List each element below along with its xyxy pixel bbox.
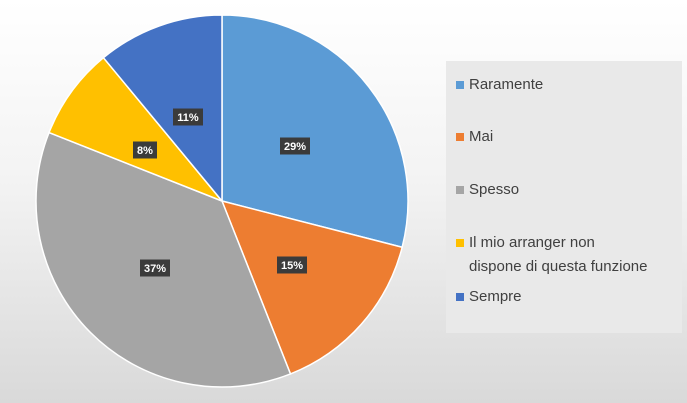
data-label-raramente: 29% (284, 141, 306, 153)
legend-label-raramente: Raramente (469, 76, 544, 93)
legend-item-sempre: Sempre (456, 285, 522, 309)
legend-label-arranger-line-2: dispone di questa funzione (469, 258, 648, 275)
legend-swatch-arranger (456, 239, 464, 247)
pie-slice-sempre (102, 14, 223, 204)
data-label-box-mai (277, 256, 307, 274)
legend-swatch-mai (456, 133, 464, 141)
legend-label-spesso: Spesso (469, 181, 520, 198)
legend-swatch-sempre (456, 293, 464, 301)
pie-slice-raramente (221, 14, 409, 249)
legend-label-mai: Mai (469, 128, 494, 145)
data-label-mai: 15% (281, 260, 303, 272)
data-label-arranger: 8% (137, 145, 153, 157)
legend-label-sempre: Sempre (469, 288, 522, 305)
legend-label-arranger: Il mio arranger non dispone di questa fu… (469, 231, 647, 279)
data-label-box-arranger (133, 141, 157, 159)
legend-swatch-spesso (456, 186, 464, 194)
data-label-spesso: 37% (144, 263, 166, 275)
legend-item-raramente: Raramente (456, 73, 543, 97)
legend: Raramente Mai Spesso Il mio arranger non… (446, 61, 682, 333)
legend-swatch-raramente (456, 81, 464, 89)
pie-slice-mai (220, 199, 404, 375)
pie-chart: 29% 15% 37% 8% 11% (35, 14, 409, 388)
legend-item-arranger: Il mio arranger non dispone di questa fu… (456, 231, 647, 279)
legend-item-mai: Mai (456, 125, 493, 149)
data-label-box-sempre (173, 108, 203, 126)
legend-label-arranger-line-1: Il mio arranger non (469, 234, 595, 251)
pie-slice-arranger (48, 56, 223, 202)
data-label-box-spesso (140, 259, 170, 277)
data-label-box-raramente (280, 137, 310, 155)
legend-item-spesso: Spesso (456, 178, 519, 202)
data-label-sempre: 11% (177, 112, 199, 124)
